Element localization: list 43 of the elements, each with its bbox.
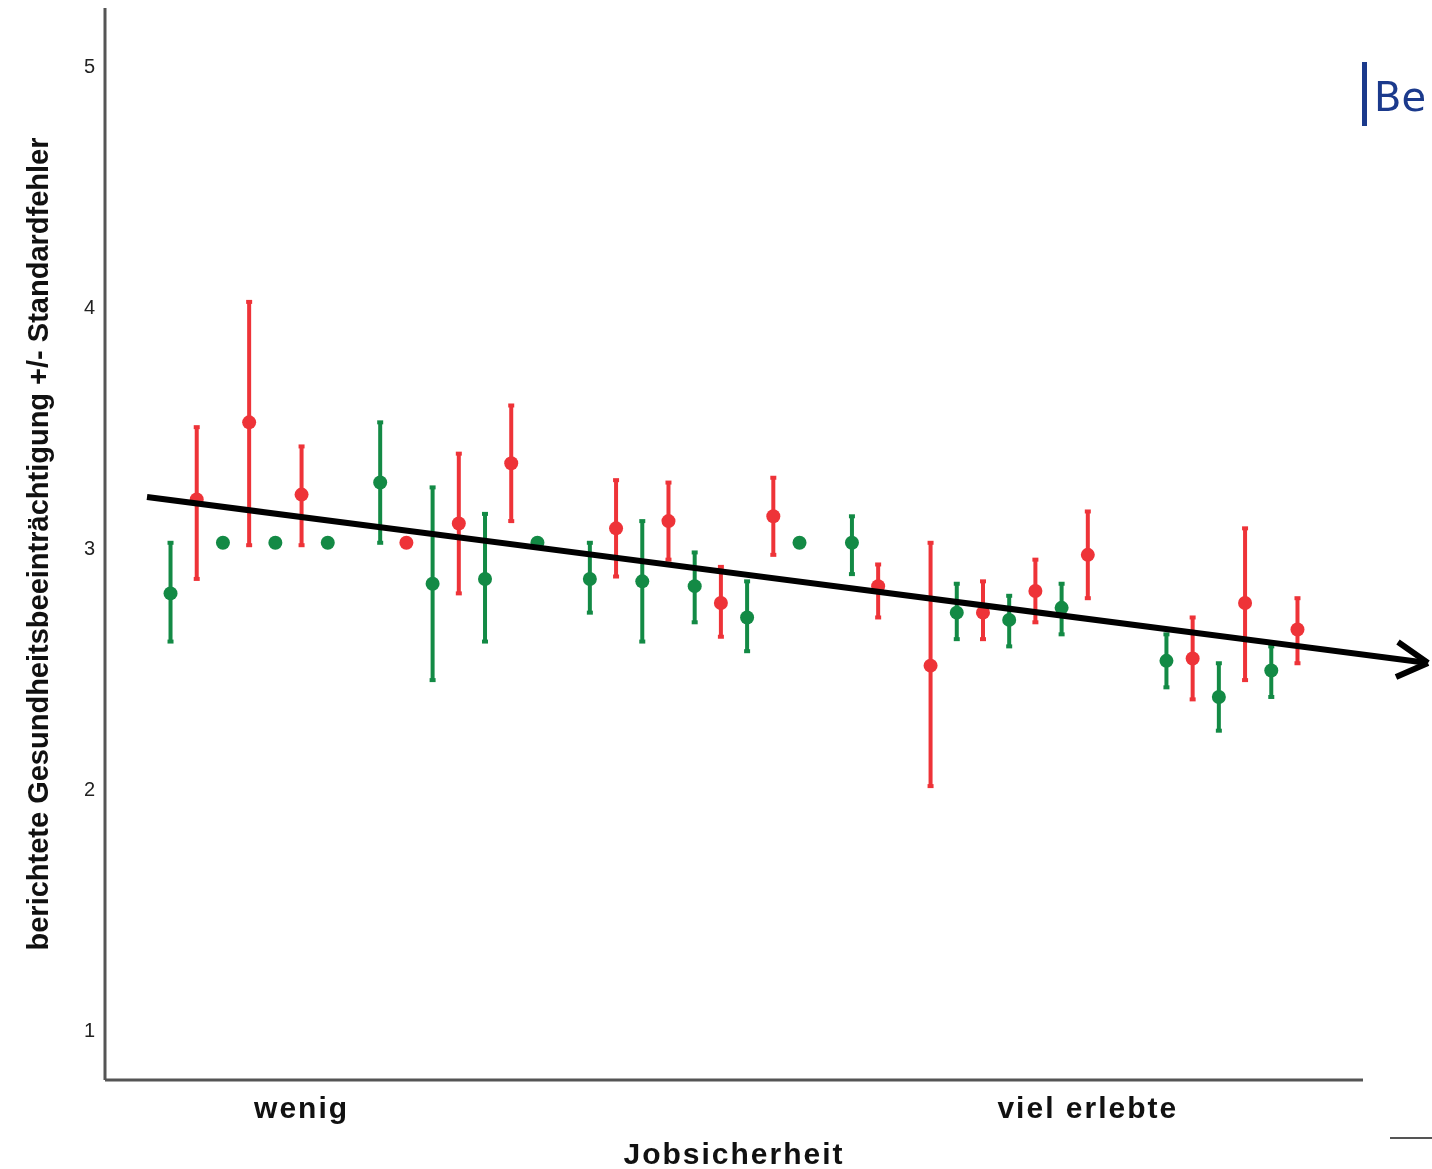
point	[582, 571, 597, 586]
point	[1211, 689, 1226, 704]
point	[373, 475, 388, 490]
y-tick-label: 3	[83, 536, 95, 559]
point	[923, 658, 938, 673]
point	[478, 571, 493, 586]
point	[215, 535, 230, 550]
point	[1002, 612, 1017, 627]
x-tick-label: viel erlebte	[997, 1091, 1179, 1124]
point	[268, 535, 283, 550]
point	[399, 535, 414, 550]
point	[792, 535, 807, 550]
point	[844, 535, 859, 550]
text: Be	[1374, 74, 1427, 120]
point	[609, 521, 624, 536]
point	[504, 456, 519, 471]
point	[687, 579, 702, 594]
y-tick-label: 1	[83, 1018, 95, 1041]
y-axis-title: berichtete Gesundheitsbeeinträchtigung +/- Standardfehler	[22, 137, 54, 951]
point	[661, 514, 676, 529]
x-axis-title: Jobsicherheit	[623, 1137, 845, 1169]
point	[635, 574, 650, 589]
point	[1028, 583, 1043, 598]
point	[766, 509, 781, 524]
point	[451, 516, 466, 531]
point	[1185, 651, 1200, 666]
point	[713, 596, 728, 611]
point	[320, 535, 335, 550]
point	[740, 610, 755, 625]
point	[242, 415, 257, 430]
point	[294, 487, 309, 502]
point	[1159, 653, 1174, 668]
point	[1080, 547, 1095, 562]
point	[1290, 622, 1305, 637]
point	[425, 576, 440, 591]
y-tick-label: 4	[83, 295, 95, 318]
point	[949, 605, 964, 620]
point	[1238, 596, 1253, 611]
y-tick-label: 2	[83, 777, 95, 800]
y-tick-label: 5	[83, 54, 95, 77]
point	[1264, 663, 1279, 678]
x-tick-label: wenig	[253, 1091, 350, 1124]
point	[163, 586, 178, 601]
